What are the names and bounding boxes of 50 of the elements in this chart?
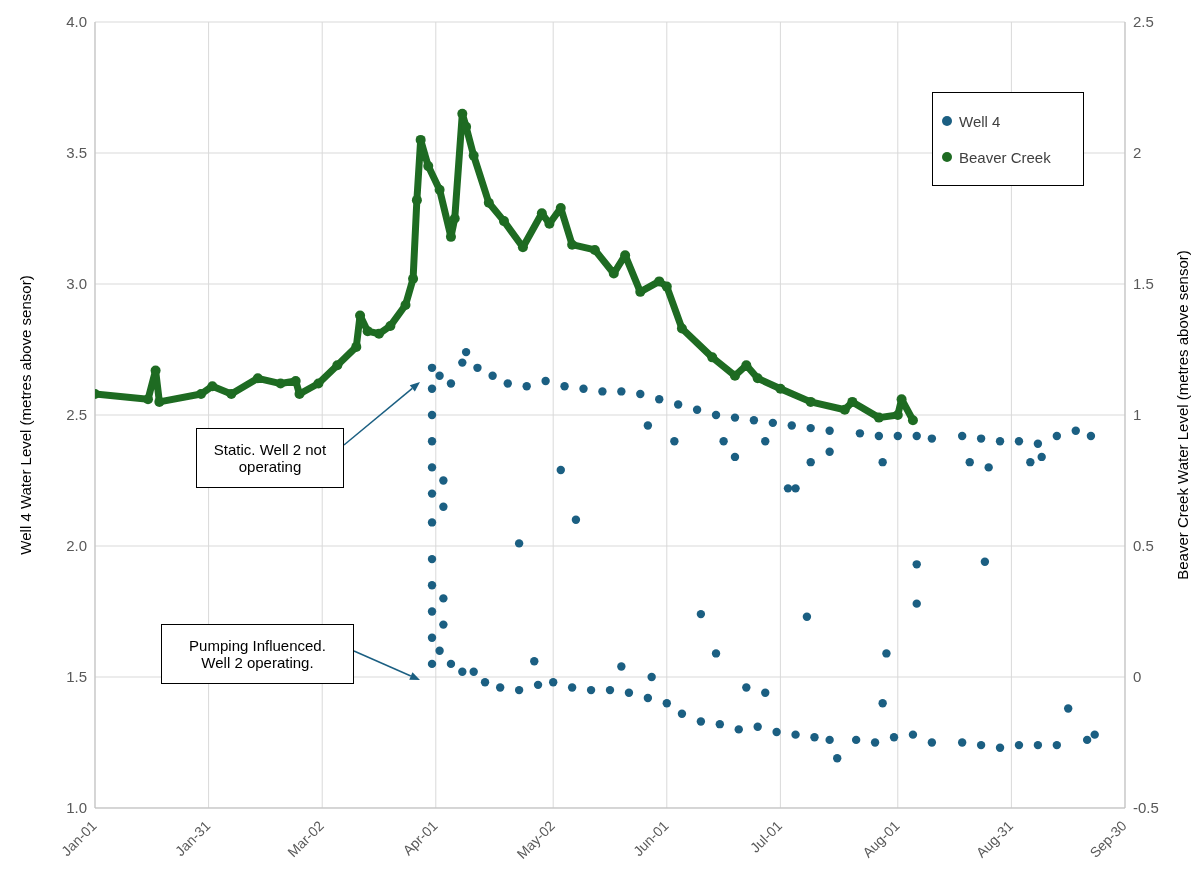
y-tick-label: 1.0 [66,799,87,817]
point [351,341,362,352]
point [313,378,324,389]
callout-box: Static. Well 2 not operating [196,428,344,488]
point [468,150,479,161]
point [374,328,385,339]
y2-tick-label: 1.5 [1133,275,1154,293]
y2-tick-label: -0.5 [1133,799,1159,817]
y2-tick-label: 0 [1133,668,1142,686]
point [400,299,411,310]
point [362,326,373,337]
point [676,323,687,334]
y2-tick-label: 0.5 [1133,537,1154,555]
point [449,213,460,224]
point [415,134,426,145]
point [483,197,494,208]
point [567,239,578,250]
y2-tick-label: 2.5 [1133,13,1154,31]
y-tick-label: 3.5 [66,144,87,162]
callout-box: Pumping Influenced. Well 2 operating. [161,624,354,684]
y-tick-label: 2.0 [66,537,87,555]
point [498,216,509,227]
y-tick-label: 4.0 [66,13,87,31]
point [839,404,850,415]
point [332,360,343,371]
y2-tick-label: 2 [1133,144,1142,162]
y-tick-label: 3.0 [66,275,87,293]
point [892,410,903,420]
point [661,281,672,292]
point [654,276,665,287]
point [907,415,918,426]
y-axis-title: Well 4 Water Level (metres above sensor) [17,275,35,555]
y-tick-label: 1.5 [66,668,87,686]
point [434,184,445,195]
legend-label: Beaver Creek [959,148,1051,166]
point [385,320,396,331]
point [729,370,740,381]
y2-tick-label: 1 [1133,406,1142,424]
point [589,244,600,255]
legend-label: Well 4 [959,112,1001,130]
point [873,412,884,423]
point [423,161,434,172]
point [847,396,858,407]
y2-axis-title: Beaver Creek Water Level (metres above sensor) [1174,250,1192,580]
y-tick-label: 2.5 [66,406,87,424]
point [775,383,786,394]
point [707,352,718,363]
point [805,396,816,407]
point [752,373,763,384]
point [457,108,468,119]
